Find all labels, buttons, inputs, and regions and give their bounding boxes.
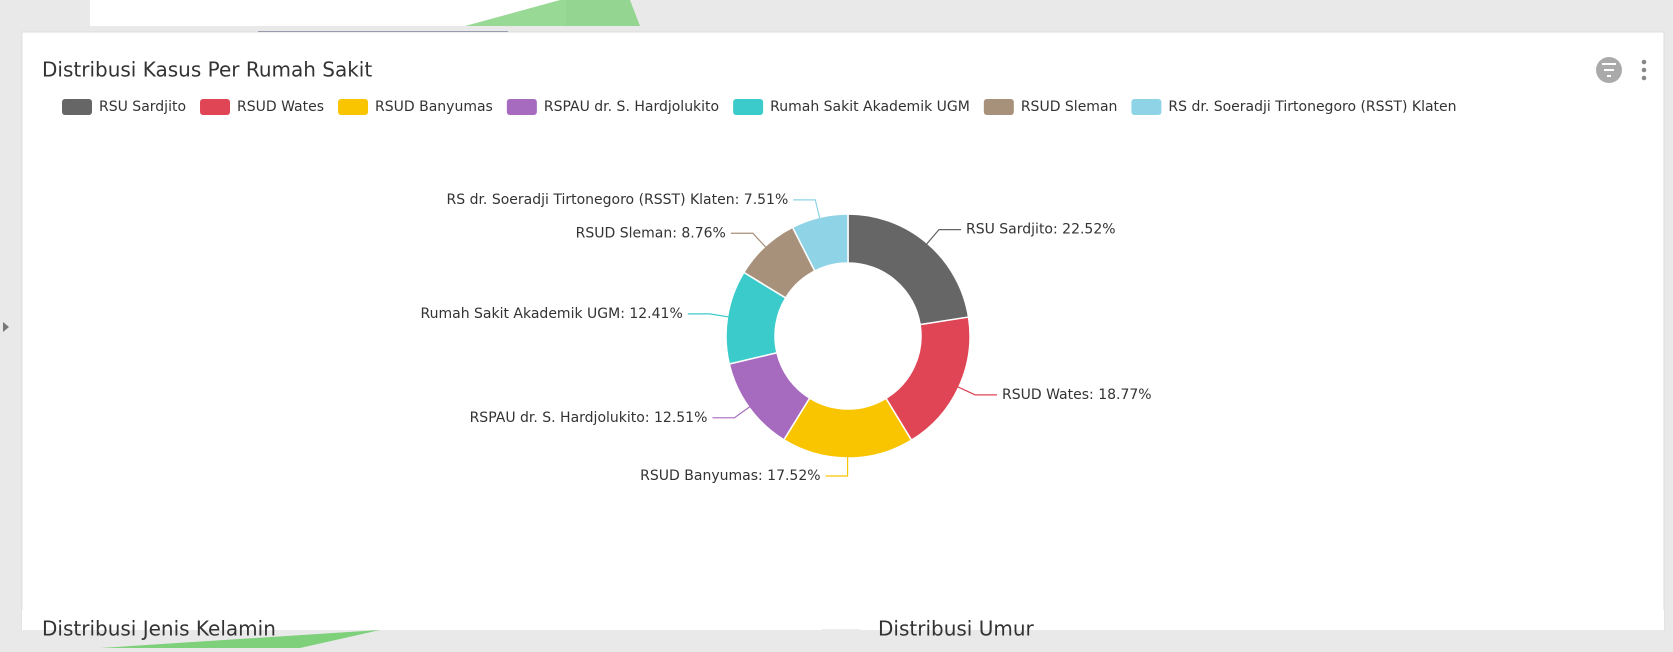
legend-swatch	[338, 99, 369, 115]
legend-swatch	[200, 99, 231, 115]
data-label: RSUD Banyumas: 17.52%	[640, 468, 820, 484]
leader-line	[925, 229, 961, 246]
data-label: RS dr. Soeradji Tirtonegoro (RSST) Klate…	[447, 192, 789, 208]
filter-icon	[1602, 63, 1616, 77]
data-label: RSUD Sleman: 8.76%	[576, 225, 726, 241]
data-label: RSPAU dr. S. Hardjolukito: 12.51%	[470, 410, 708, 426]
legend-label: RSPAU dr. S. Hardjolukito	[544, 99, 719, 115]
legend-swatch	[733, 99, 764, 115]
leader-line	[825, 455, 849, 477]
leader-line	[687, 313, 730, 318]
leader-line	[730, 232, 767, 249]
legend-label: Rumah Sakit Akademik UGM	[770, 99, 970, 115]
data-label: Rumah Sakit Akademik UGM: 12.41%	[421, 306, 683, 322]
legend-swatch	[506, 99, 537, 115]
leader-line	[793, 199, 821, 220]
pie-chart: RSU Sardjito: 22.52% RSUD Wates: 18.77% RS…	[421, 192, 1152, 484]
pie-slice	[791, 213, 849, 272]
bottom-gap	[22, 630, 1664, 648]
legend-label: RSUD Banyumas	[375, 99, 493, 115]
decoration	[465, 0, 640, 26]
legend-swatch	[62, 99, 92, 115]
data-label: RSU Sardjito: 22.52%	[966, 222, 1116, 238]
panel-title: Distribusi Jenis Kelamin	[42, 617, 276, 641]
data-label: RSUD Wates: 18.77%	[1002, 387, 1152, 403]
bottom-panel	[860, 610, 1664, 630]
legend-swatch	[1131, 99, 1162, 115]
menu-button[interactable]	[1641, 59, 1647, 81]
legend-label: RS dr. Soeradji Tirtonegoro (RSST) Klate…	[1168, 99, 1456, 115]
decoration	[100, 630, 380, 648]
legend: RSU Sardjito RSUD Wates RSUD Banyumas RSPAU…	[62, 99, 1457, 115]
chart-title: Distribusi Kasus Per Rumah Sakit	[42, 58, 372, 82]
card	[21, 31, 1665, 631]
leader-line	[712, 405, 751, 419]
legend-label: RSUD Wates	[237, 99, 324, 115]
leader-line	[956, 385, 998, 396]
panel-title: Distribusi Umur	[878, 617, 1035, 641]
side-arrow[interactable]	[3, 322, 9, 332]
legend-swatch	[983, 99, 1014, 115]
bottom-panel	[22, 610, 822, 630]
legend-label: RSUD Sleman	[1021, 99, 1118, 115]
legend-label: RSU Sardjito	[99, 99, 186, 115]
